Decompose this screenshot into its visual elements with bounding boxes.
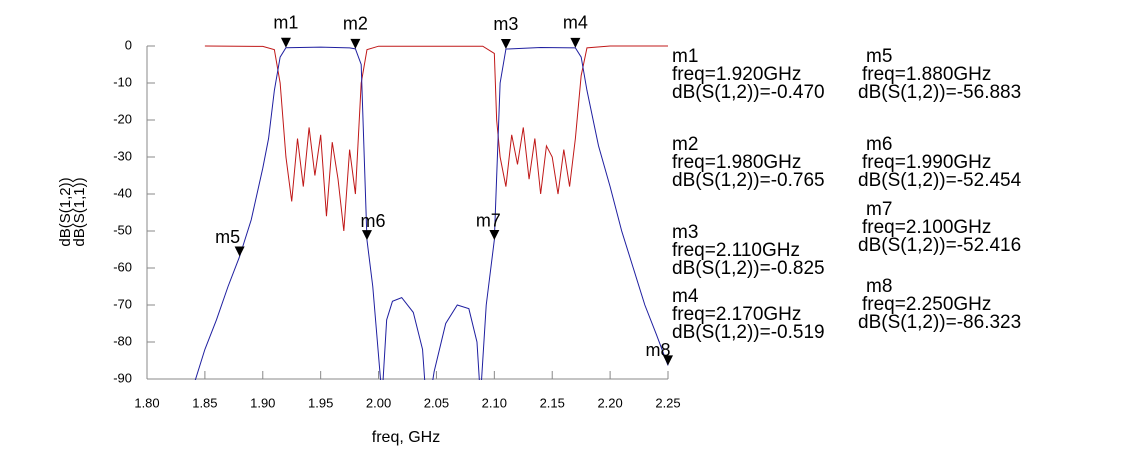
x-tick-label: 1.85 [192, 395, 217, 410]
readout-freq: freq=2.110GHz [672, 240, 800, 261]
marker [489, 229, 500, 240]
plot-area [194, 45, 669, 380]
marker [361, 230, 372, 241]
readout-value: dB(S(1,2))=-0.765 [672, 170, 825, 191]
marker-label: m8 [645, 340, 670, 360]
readout-value: dB(S(1,2))=-52.416 [858, 235, 1021, 256]
readout-freq: freq=2.100GHz [862, 217, 991, 238]
readout-name: m7 [866, 199, 892, 220]
readout-name: m5 [866, 46, 892, 67]
readout-freq: freq=1.990GHz [862, 152, 991, 173]
marker-label: m1 [273, 12, 298, 32]
marker-label: m6 [360, 211, 385, 231]
readout-freq: freq=2.170GHz [672, 304, 801, 325]
marker [500, 39, 511, 50]
y-tick-label: -40 [113, 185, 132, 200]
marker [280, 37, 291, 48]
y-tick-label: -10 [113, 74, 132, 89]
x-tick-label: 1.80 [134, 395, 159, 410]
x-tick-label: 2.10 [482, 395, 507, 410]
x-tick-label: 2.20 [597, 395, 622, 410]
marker [350, 38, 361, 49]
readout-name: m2 [672, 134, 698, 155]
readout-freq: freq=2.250GHz [862, 294, 991, 315]
readout-value: dB(S(1,2))=-0.519 [672, 322, 825, 343]
readout-name: m1 [672, 46, 698, 67]
readout-value: dB(S(1,2))=-0.825 [672, 258, 825, 279]
x-axis-label: freq, GHz [372, 429, 440, 446]
x-tick-label: 2.25 [655, 395, 680, 410]
marker-label: m3 [493, 14, 518, 34]
x-tick-label: 2.05 [424, 395, 449, 410]
y-tick-label: -70 [113, 296, 132, 311]
y-tick-label: -30 [113, 148, 132, 163]
readout-name: m6 [866, 134, 892, 155]
marker-label: m2 [343, 14, 368, 34]
readout-freq: freq=1.980GHz [672, 152, 801, 173]
readout-value: dB(S(1,2))=-86.323 [858, 312, 1021, 333]
readout-name: m3 [672, 222, 698, 243]
y-tick-label: -60 [113, 259, 132, 274]
marker [663, 355, 673, 366]
marker-label: m7 [476, 211, 501, 231]
y-tick-label: -20 [113, 111, 132, 126]
series-line [204, 45, 668, 232]
readout-name: m4 [672, 286, 699, 307]
y-axis-label: dB(S(1,1)) [71, 177, 88, 246]
y-tick-label: 0 [125, 37, 132, 52]
marker [234, 246, 245, 257]
series-line [194, 46, 669, 380]
readout-freq: freq=1.880GHz [862, 64, 991, 85]
readout-value: dB(S(1,2))=-0.470 [672, 82, 825, 103]
marker-label: m4 [563, 13, 588, 33]
readout-value: dB(S(1,2))=-52.454 [858, 170, 1022, 191]
y-axis-label: dB(S(1,2)) [57, 177, 74, 246]
y-tick-label: -50 [113, 222, 132, 237]
readout-name: m8 [866, 276, 892, 297]
readout-freq: freq=1.920GHz [672, 64, 801, 85]
marker-label: m5 [215, 227, 240, 247]
y-tick-label: -80 [113, 333, 132, 348]
x-tick-label: 2.15 [540, 395, 565, 410]
x-tick-label: 1.90 [250, 395, 275, 410]
x-tick-label: 1.95 [308, 395, 333, 410]
marker [570, 37, 581, 48]
y-tick-label: -90 [113, 370, 132, 385]
readout-value: dB(S(1,2))=-56.883 [858, 82, 1021, 103]
x-tick-label: 2.00 [366, 395, 391, 410]
